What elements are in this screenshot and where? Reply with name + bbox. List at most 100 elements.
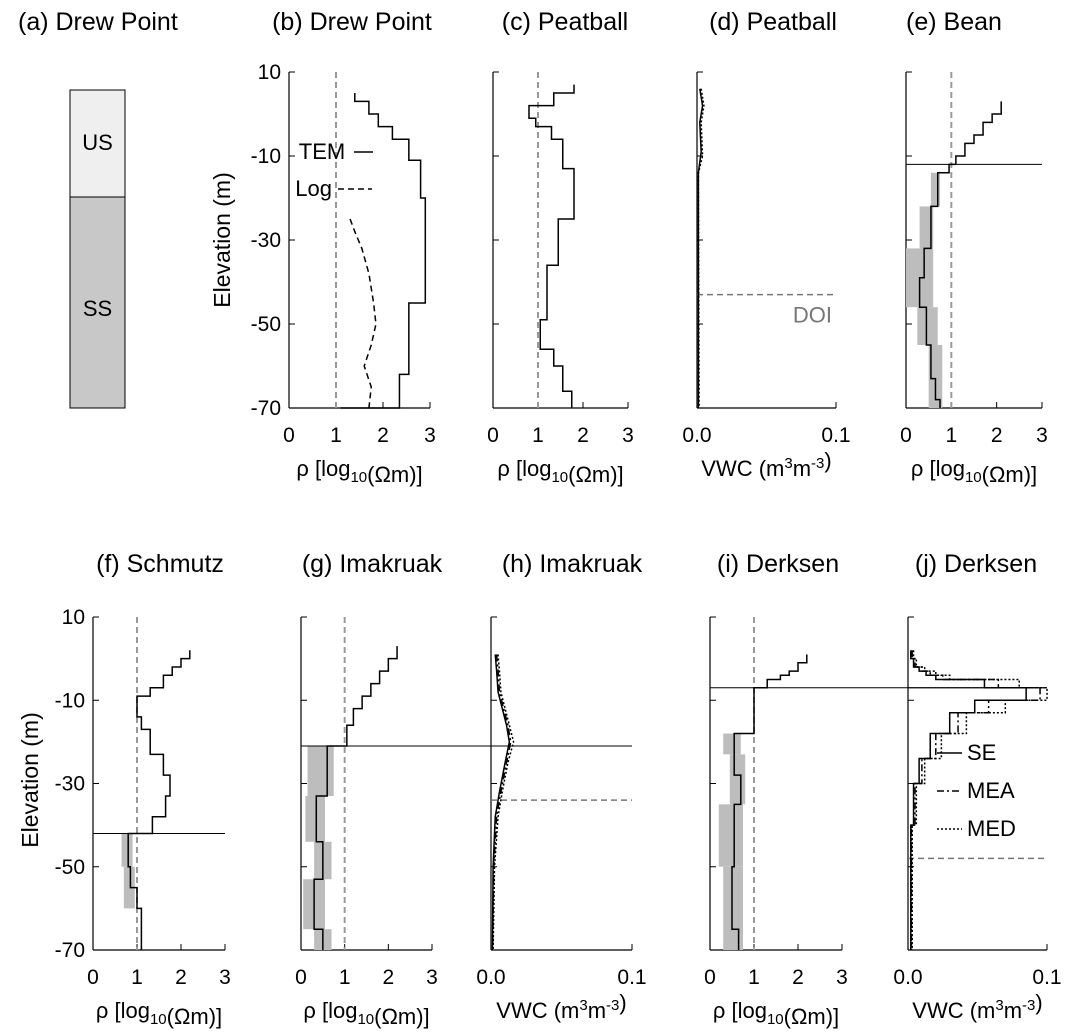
x-tick-label-h: 0.1 [617,966,646,989]
panel-title-f: (f) Schmutz [96,550,224,578]
x-axis-label-f: ρ [log10(Ωm)] [96,998,222,1029]
label-subscript: 10 [965,469,982,486]
label-part: m [1004,998,1022,1023]
label-superscript: -3 [1022,997,1035,1014]
uncertainty-band-e [917,307,938,345]
label-part: ρ [ [713,998,738,1023]
panel-title-e: (e) Bean [906,8,1002,36]
panel-title-i: (i) Derksen [717,550,839,578]
series-med-h [492,654,515,951]
x-tick-label-e: 2 [991,424,1003,447]
x-tick-label-b: 3 [424,424,436,447]
label-part: log [121,998,150,1023]
label-superscript: -3 [811,455,824,472]
label-part: ) [1035,990,1042,1015]
x-tick-label-d: 0.1 [821,424,850,447]
y-axis-label-top: Elevation (m) [209,172,235,307]
x-tick-label-g: 2 [382,966,394,989]
label-part: (Ωm)] [982,462,1038,487]
unit-label-ss: SS [83,296,112,321]
uncertainty-band-g [305,795,326,842]
x-tick-label-g: 1 [339,966,351,989]
x-tick-label-c: 3 [622,424,634,447]
label-part: m [561,998,579,1023]
x-tick-label-c: 0 [487,424,499,447]
label-part: (Ωm)] [784,1004,840,1029]
label-part: log [328,998,357,1023]
label-part: m [766,456,784,481]
panel-title-b: (b) Drew Point [272,8,432,36]
y-tick-label-f: -30 [55,773,85,796]
x-tick-label-b: 0 [283,424,295,447]
uncertainty-band-f [121,833,133,867]
uncertainty-band-e [930,172,940,207]
series-med-j [911,650,1048,950]
x-tick-label-i: 2 [792,966,804,989]
x-tick-label-j: 0.1 [1032,966,1061,989]
label-part: m [977,998,995,1023]
label-part: log [738,998,767,1023]
legend-label-mea: MEA [967,778,1015,803]
x-tick-label-e: 0 [900,424,912,447]
legend-label-se: SE [967,740,996,765]
x-axis-label-c: ρ [log10(Ωm)] [497,456,623,487]
label-part: VWC ( [701,456,766,481]
x-tick-label-c: 1 [532,424,544,447]
x-tick-label-f: 3 [219,966,231,989]
label-superscript: -3 [606,997,619,1014]
x-tick-label-h: 0.0 [476,966,505,989]
uncertainty-band-i [723,866,743,950]
x-axis-label-j: VWC (m3m-3) [912,990,1042,1023]
unit-ss [69,196,126,409]
uncertainty-band-f [123,866,135,909]
y-tick-label-b: -30 [251,229,281,252]
x-tick-label-g: 0 [295,966,307,989]
panel-title-h: (h) Imakruak [502,550,643,578]
legend-label-tem: TEM [299,139,345,164]
x-tick-label-f: 0 [87,966,99,989]
series-med-d [697,88,705,409]
x-tick-label-f: 1 [131,966,143,989]
x-tick-label-i: 3 [836,966,848,989]
label-part: ρ [ [303,998,328,1023]
label-part: (Ωm)] [367,462,423,487]
series-se-j [910,650,1027,950]
y-tick-label-b: -50 [251,313,281,336]
label-part: (Ωm)] [167,1004,223,1029]
panel-title-a: (a) Drew Point [18,8,178,36]
label-subscript: 10 [551,469,568,486]
x-axis-label-h: VWC (m3m-3) [496,990,626,1023]
doi-label-d: DOI [793,303,832,328]
label-superscript: 3 [579,997,587,1014]
x-axis-label-d: VWC (m3m-3) [701,448,831,481]
label-part: log [321,456,350,481]
x-tick-label-f: 2 [175,966,187,989]
label-superscript: 3 [784,455,792,472]
legend-label-med: MED [967,816,1016,841]
unit-label-us: US [82,130,113,155]
x-tick-label-e: 1 [945,424,957,447]
label-superscript: 3 [995,997,1003,1014]
panel-title-c: (c) Peatball [502,8,628,36]
label-part: VWC ( [496,998,561,1023]
label-subscript: 10 [357,1011,374,1028]
uncertainty-band-g [307,746,334,796]
panel-title-d: (d) Peatball [709,8,837,36]
x-axis-label-i: ρ [log10(Ωm)] [713,998,839,1029]
series-log-b [349,218,377,409]
x-axis-label-b: ρ [log10(Ωm)] [296,456,422,487]
label-part: (Ωm)] [568,462,624,487]
x-tick-label-e: 3 [1036,424,1048,447]
series-tem-c [528,84,575,408]
label-part: log [936,456,965,481]
series-tem-b [340,93,427,409]
unit-us [69,89,126,198]
series-mea-h [491,654,512,951]
series-tem-i [731,654,808,950]
legend-label-log: Log [295,176,332,201]
label-part: log [522,456,551,481]
y-tick-label-b: 10 [258,61,281,84]
label-part: ρ [ [497,456,522,481]
x-tick-label-j: 0.0 [893,966,922,989]
label-part: ρ [ [296,456,321,481]
